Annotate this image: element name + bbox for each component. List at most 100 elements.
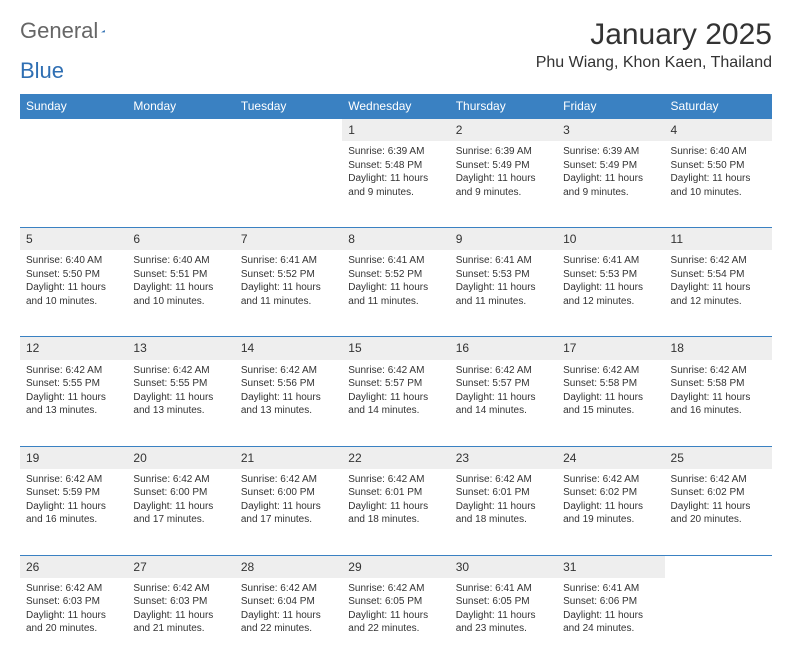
day-cell: Sunrise: 6:40 AMSunset: 5:51 PMDaylight:… [127,250,234,336]
day-number: 10 [557,227,664,250]
sunrise-text: Sunrise: 6:42 AM [133,364,228,378]
sunset-text: Sunset: 6:01 PM [456,486,551,500]
day-number: 23 [450,446,557,469]
day-number: 28 [235,555,342,578]
day-cell: Sunrise: 6:42 AMSunset: 5:59 PMDaylight:… [20,469,127,555]
sunset-text: Sunset: 6:00 PM [241,486,336,500]
daylight-text: Daylight: 11 hours and 13 minutes. [241,391,336,418]
daylight-text: Daylight: 11 hours and 11 minutes. [241,281,336,308]
day-cell: Sunrise: 6:42 AMSunset: 5:54 PMDaylight:… [665,250,772,336]
day-number: 18 [665,336,772,359]
sunrise-text: Sunrise: 6:40 AM [671,145,766,159]
col-sunday: Sunday [20,94,127,118]
calendar-body: 1234Sunrise: 6:39 AMSunset: 5:48 PMDayli… [20,118,772,664]
sunset-text: Sunset: 5:58 PM [671,377,766,391]
sunrise-text: Sunrise: 6:41 AM [456,582,551,596]
day-details: Sunrise: 6:41 AMSunset: 5:53 PMDaylight:… [450,250,557,316]
day-cell: Sunrise: 6:42 AMSunset: 5:55 PMDaylight:… [127,360,234,446]
day-cell: Sunrise: 6:42 AMSunset: 5:58 PMDaylight:… [557,360,664,446]
daylight-text: Daylight: 11 hours and 9 minutes. [348,172,443,199]
daylight-text: Daylight: 11 hours and 20 minutes. [671,500,766,527]
sunrise-text: Sunrise: 6:42 AM [26,473,121,487]
day-number-cell: 25 [665,446,772,469]
location-text: Phu Wiang, Khon Kaen, Thailand [536,54,772,72]
sunrise-text: Sunrise: 6:42 AM [26,582,121,596]
sunrise-text: Sunrise: 6:41 AM [241,254,336,268]
day-details: Sunrise: 6:42 AMSunset: 5:57 PMDaylight:… [450,360,557,426]
day-cell: Sunrise: 6:42 AMSunset: 5:55 PMDaylight:… [20,360,127,446]
day-number: 29 [342,555,449,578]
day-number-cell: 27 [127,555,234,578]
day-number: 19 [20,446,127,469]
day-details: Sunrise: 6:41 AMSunset: 5:52 PMDaylight:… [342,250,449,316]
sunrise-text: Sunrise: 6:42 AM [456,473,551,487]
daylight-text: Daylight: 11 hours and 9 minutes. [563,172,658,199]
day-cell: Sunrise: 6:40 AMSunset: 5:50 PMDaylight:… [665,141,772,227]
sunset-text: Sunset: 6:04 PM [241,595,336,609]
day-details: Sunrise: 6:42 AMSunset: 5:58 PMDaylight:… [557,360,664,426]
day-details: Sunrise: 6:42 AMSunset: 6:04 PMDaylight:… [235,578,342,644]
sunset-text: Sunset: 5:54 PM [671,268,766,282]
sunset-text: Sunset: 5:51 PM [133,268,228,282]
daylight-text: Daylight: 11 hours and 12 minutes. [671,281,766,308]
sunset-text: Sunset: 6:02 PM [563,486,658,500]
sunrise-text: Sunrise: 6:41 AM [456,254,551,268]
daylight-text: Daylight: 11 hours and 11 minutes. [456,281,551,308]
day-cell: Sunrise: 6:42 AMSunset: 5:57 PMDaylight:… [450,360,557,446]
day-details: Sunrise: 6:42 AMSunset: 6:00 PMDaylight:… [127,469,234,535]
day-cell: Sunrise: 6:41 AMSunset: 5:53 PMDaylight:… [557,250,664,336]
sunset-text: Sunset: 6:01 PM [348,486,443,500]
brand-triangle-icon [101,23,105,39]
day-details: Sunrise: 6:42 AMSunset: 5:55 PMDaylight:… [20,360,127,426]
col-monday: Monday [127,94,234,118]
col-friday: Friday [557,94,664,118]
week-daynum-row: 12131415161718 [20,336,772,359]
sunrise-text: Sunrise: 6:39 AM [348,145,443,159]
sunrise-text: Sunrise: 6:42 AM [671,254,766,268]
sunrise-text: Sunrise: 6:41 AM [348,254,443,268]
day-number: 13 [127,336,234,359]
day-cell [235,141,342,227]
day-details: Sunrise: 6:42 AMSunset: 5:54 PMDaylight:… [665,250,772,316]
sunset-text: Sunset: 6:03 PM [133,595,228,609]
day-number-cell: 20 [127,446,234,469]
sunset-text: Sunset: 6:03 PM [26,595,121,609]
day-number-cell: 26 [20,555,127,578]
day-cell: Sunrise: 6:42 AMSunset: 5:58 PMDaylight:… [665,360,772,446]
day-number: 8 [342,227,449,250]
day-number-cell: 7 [235,227,342,250]
day-number: 26 [20,555,127,578]
day-number-empty [20,118,127,141]
day-number-cell [235,118,342,141]
col-thursday: Thursday [450,94,557,118]
sunset-text: Sunset: 5:57 PM [348,377,443,391]
daylight-text: Daylight: 11 hours and 18 minutes. [456,500,551,527]
day-cell: Sunrise: 6:39 AMSunset: 5:49 PMDaylight:… [557,141,664,227]
daylight-text: Daylight: 11 hours and 16 minutes. [671,391,766,418]
day-details: Sunrise: 6:42 AMSunset: 6:05 PMDaylight:… [342,578,449,644]
week-daynum-row: 1234 [20,118,772,141]
day-details: Sunrise: 6:39 AMSunset: 5:49 PMDaylight:… [450,141,557,207]
brand-logo: General [20,18,123,44]
daylight-text: Daylight: 11 hours and 10 minutes. [133,281,228,308]
day-details: Sunrise: 6:41 AMSunset: 6:06 PMDaylight:… [557,578,664,644]
day-cell: Sunrise: 6:42 AMSunset: 6:00 PMDaylight:… [235,469,342,555]
day-number: 14 [235,336,342,359]
day-details: Sunrise: 6:39 AMSunset: 5:48 PMDaylight:… [342,141,449,207]
day-number-cell: 14 [235,336,342,359]
week-body-row: Sunrise: 6:39 AMSunset: 5:48 PMDaylight:… [20,141,772,227]
sunset-text: Sunset: 6:05 PM [456,595,551,609]
day-number-cell: 18 [665,336,772,359]
daylight-text: Daylight: 11 hours and 15 minutes. [563,391,658,418]
day-number-cell [665,555,772,578]
daylight-text: Daylight: 11 hours and 22 minutes. [241,609,336,636]
sunset-text: Sunset: 5:50 PM [26,268,121,282]
day-number: 15 [342,336,449,359]
day-cell: Sunrise: 6:41 AMSunset: 6:06 PMDaylight:… [557,578,664,664]
day-number: 20 [127,446,234,469]
sunset-text: Sunset: 5:52 PM [241,268,336,282]
daylight-text: Daylight: 11 hours and 14 minutes. [348,391,443,418]
daylight-text: Daylight: 11 hours and 12 minutes. [563,281,658,308]
day-number: 11 [665,227,772,250]
sunset-text: Sunset: 5:59 PM [26,486,121,500]
